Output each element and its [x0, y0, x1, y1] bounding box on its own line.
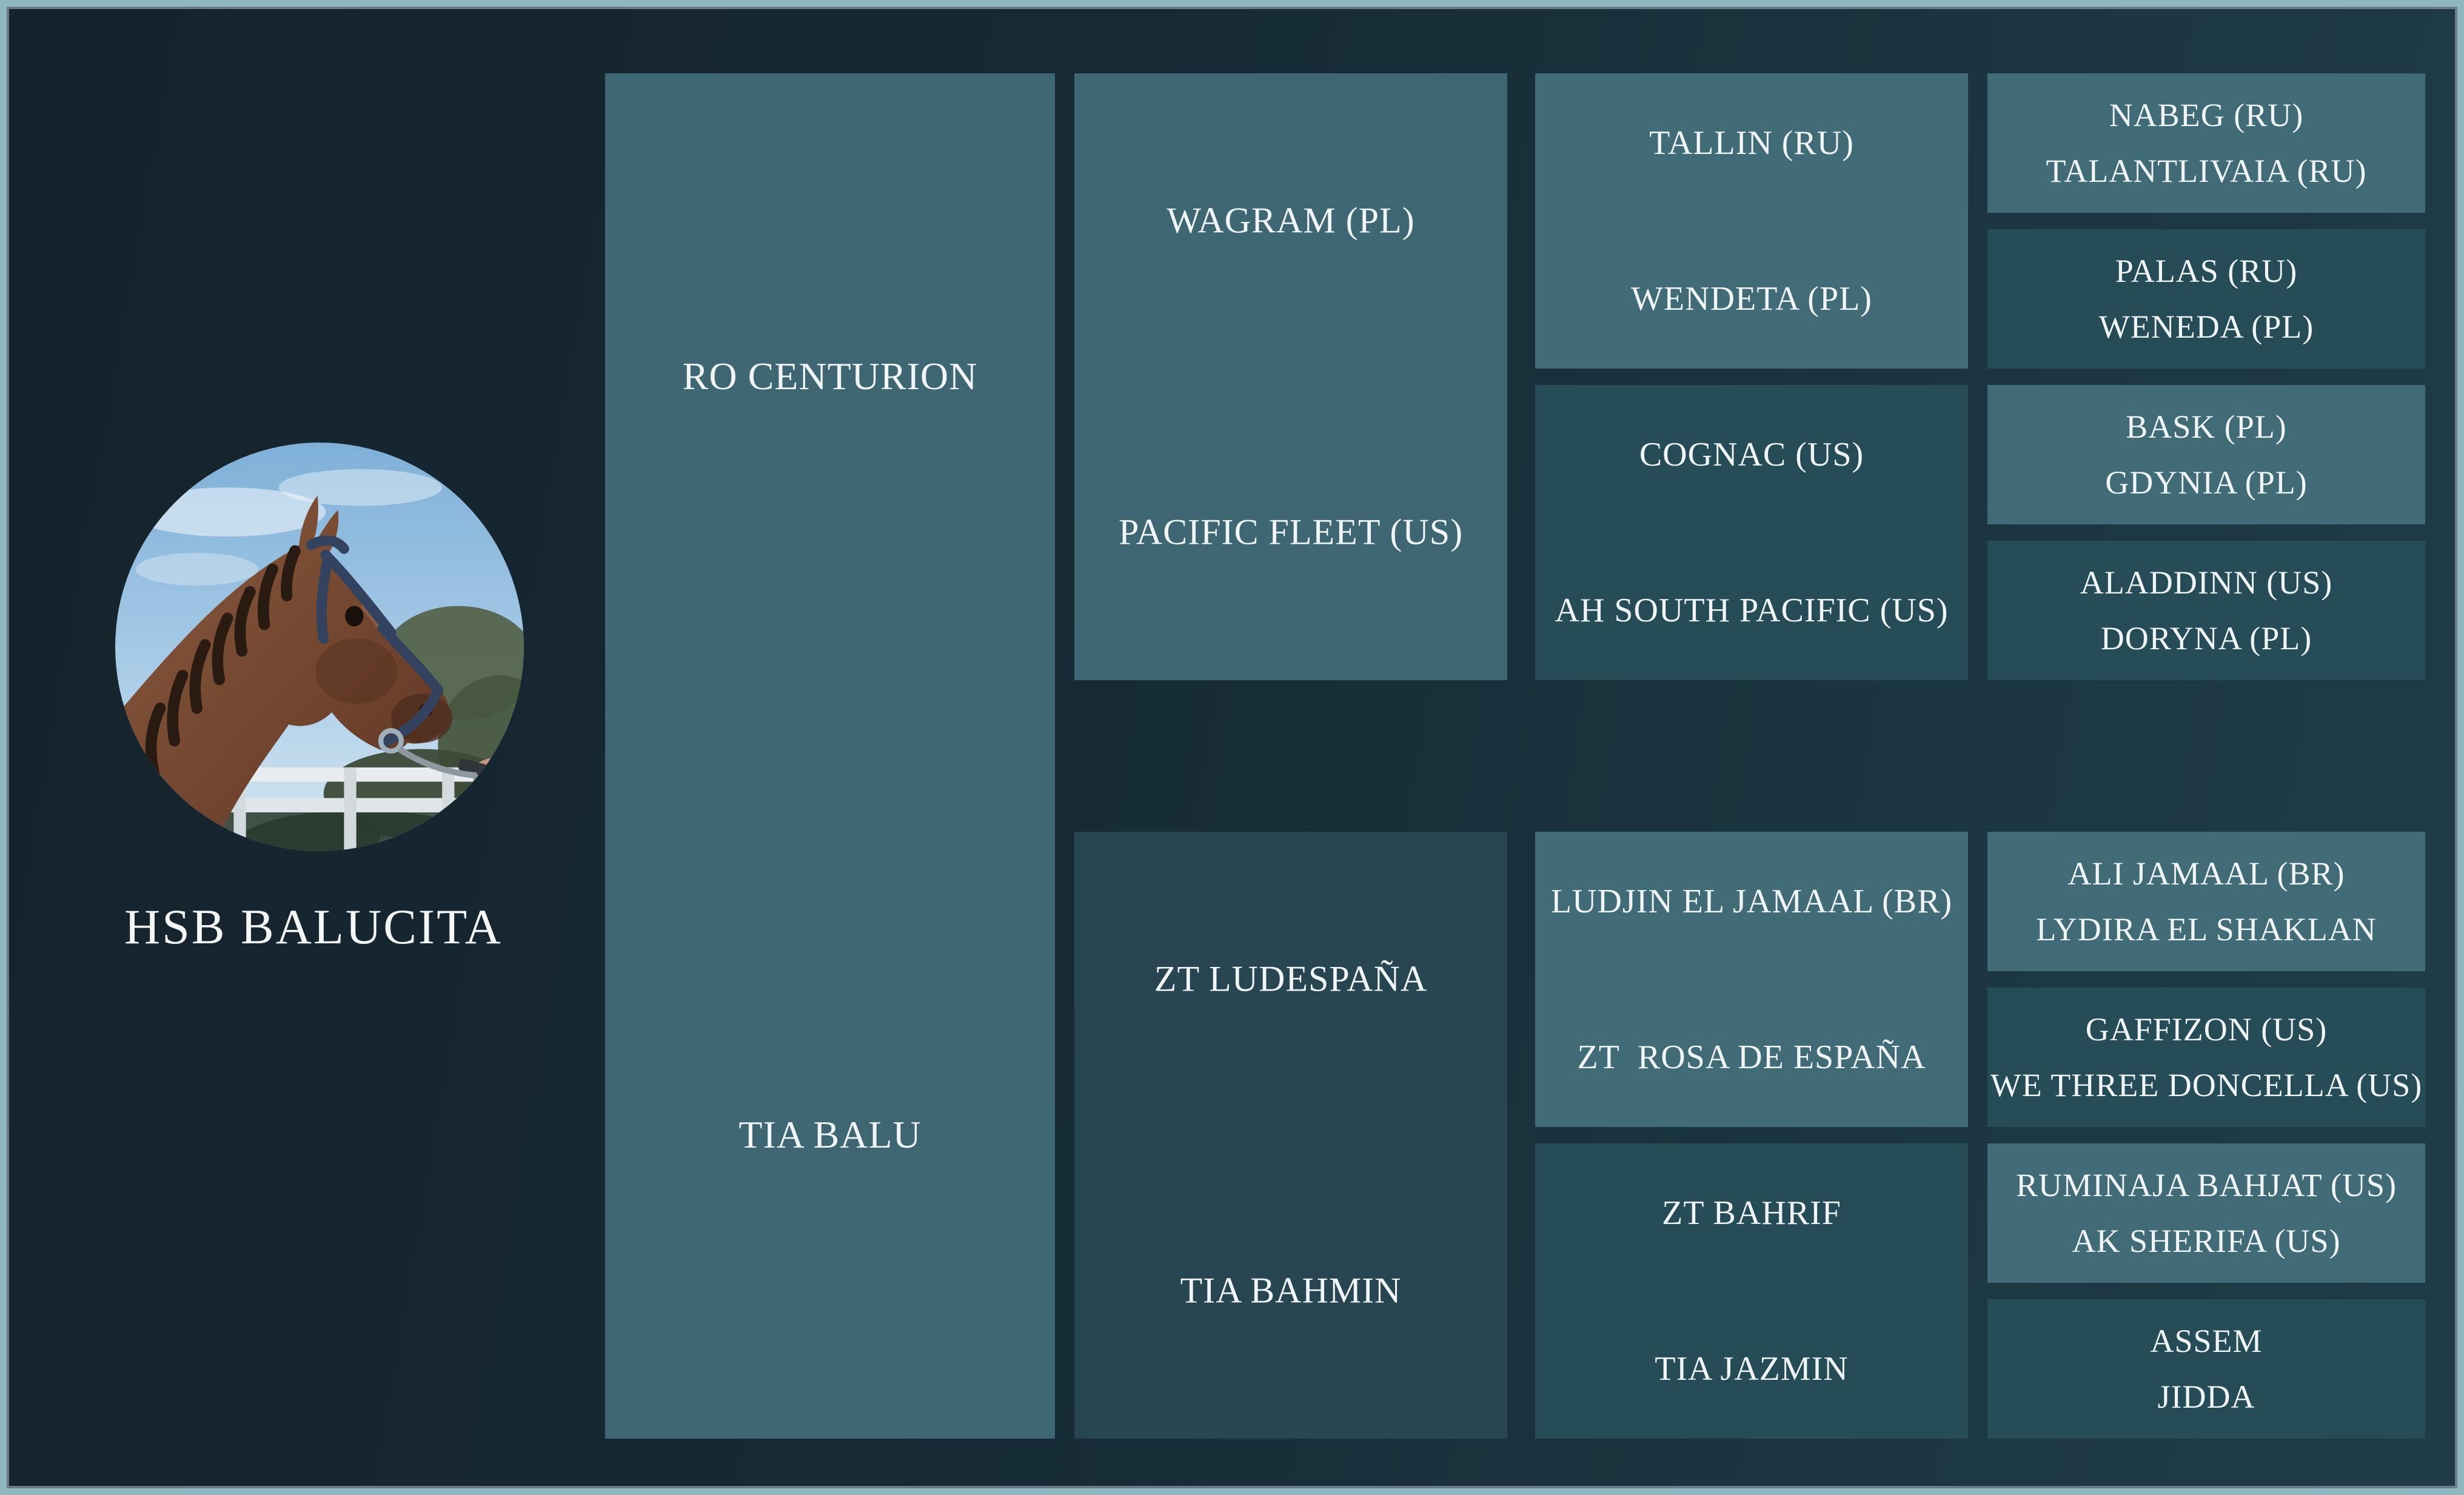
eye — [345, 606, 364, 627]
gen4-box-8: ASSEM JIDDA — [1987, 1299, 2425, 1439]
ancestor-name: GAFFIZON (US) — [2085, 1011, 2328, 1048]
horse-photo — [115, 443, 524, 851]
gen4-box-5: ALI JAMAAL (BR) LYDIRA EL SHAKLAN — [1987, 832, 2425, 971]
ancestor-name: AK SHERIFA (US) — [2072, 1223, 2341, 1259]
ancestor-name: TALANTLIVAIA (RU) — [2046, 153, 2367, 189]
ancestor-name: NABEG (RU) — [2109, 97, 2304, 133]
ancestor-name: COGNAC (US) — [1639, 436, 1864, 473]
ancestor-name: TIA BAHMIN — [1180, 1270, 1402, 1311]
ancestor-name: GDYNIA (PL) — [2105, 464, 2308, 501]
ancestor-name: TALLIN (RU) — [1649, 124, 1854, 162]
horse-photo-illustration — [115, 443, 524, 851]
ancestor-name: ASSEM — [2150, 1323, 2263, 1359]
ancestor-name: WE THREE DONCELLA (US) — [1990, 1067, 2423, 1103]
ancestor-name: RUMINAJA BAHJAT (US) — [2015, 1167, 2397, 1203]
ancestor-name: LUDJIN EL JAMAAL (BR) — [1550, 883, 1953, 920]
ancestor-name: ALI JAMAAL (BR) — [2067, 855, 2345, 892]
gen3-box-4: ZT BAHRIF TIA JAZMIN — [1535, 1143, 1968, 1439]
ancestor-name: PALAS (RU) — [2115, 253, 2298, 289]
gen4-box-4: ALADDINN (US) DORYNA (PL) — [1987, 541, 2425, 680]
ancestor-name: TIA JAZMIN — [1655, 1350, 1849, 1388]
halter — [306, 535, 443, 748]
halter-ring — [378, 727, 404, 754]
ancestor-name: JIDDA — [2157, 1379, 2255, 1415]
ancestor-name: ZT LUDESPAÑA — [1154, 958, 1428, 999]
gen4-box-1: NABEG (RU) TALANTLIVAIA (RU) — [1987, 73, 2425, 213]
gen1-parents-box: RO CENTURION TIA BALU — [605, 73, 1055, 1439]
ancestor-name: LYDIRA EL SHAKLAN — [2036, 911, 2377, 948]
ancestor-name: PACIFIC FLEET (US) — [1118, 512, 1464, 552]
dam-name: TIA BALU — [738, 1113, 922, 1156]
ancestor-name: WAGRAM (PL) — [1167, 200, 1415, 241]
ancestor-name: WENEDA (PL) — [2098, 309, 2314, 345]
gen3-box-1: TALLIN (RU) WENDETA (PL) — [1535, 73, 1968, 369]
gen2-dam-line-box: ZT LUDESPAÑA TIA BAHMIN — [1074, 832, 1507, 1439]
ancestor-name: ZT ROSA DE ESPAÑA — [1577, 1038, 1926, 1076]
sire-name: RO CENTURION — [682, 355, 978, 398]
cheek-shading — [315, 638, 398, 704]
ancestor-name: BASK (PL) — [2126, 409, 2287, 445]
gen3-box-2: COGNAC (US) AH SOUTH PACIFIC (US) — [1535, 385, 1968, 680]
gen3-box-3: LUDJIN EL JAMAAL (BR) ZT ROSA DE ESPAÑA — [1535, 832, 1968, 1127]
lead-rope — [397, 746, 477, 779]
gen4-box-2: PALAS (RU) WENEDA (PL) — [1987, 229, 2425, 369]
horse-head — [115, 495, 477, 851]
gen2-sire-line-box: WAGRAM (PL) PACIFIC FLEET (US) — [1074, 73, 1507, 680]
gen4-box-7: RUMINAJA BAHJAT (US) AK SHERIFA (US) — [1987, 1143, 2425, 1283]
ancestor-name: WENDETA (PL) — [1631, 280, 1872, 318]
ancestor-name: ALADDINN (US) — [2080, 564, 2333, 601]
ancestor-name: ZT BAHRIF — [1662, 1194, 1841, 1232]
horse-name-title: HSB BALUCITA — [124, 899, 503, 954]
gen4-box-3: BASK (PL) GDYNIA (PL) — [1987, 385, 2425, 524]
gen4-box-6: GAFFIZON (US) WE THREE DONCELLA (US) — [1987, 988, 2425, 1127]
ancestor-name: DORYNA (PL) — [2100, 620, 2312, 657]
clouds — [129, 469, 443, 586]
ancestor-name: AH SOUTH PACIFIC (US) — [1555, 592, 1949, 629]
